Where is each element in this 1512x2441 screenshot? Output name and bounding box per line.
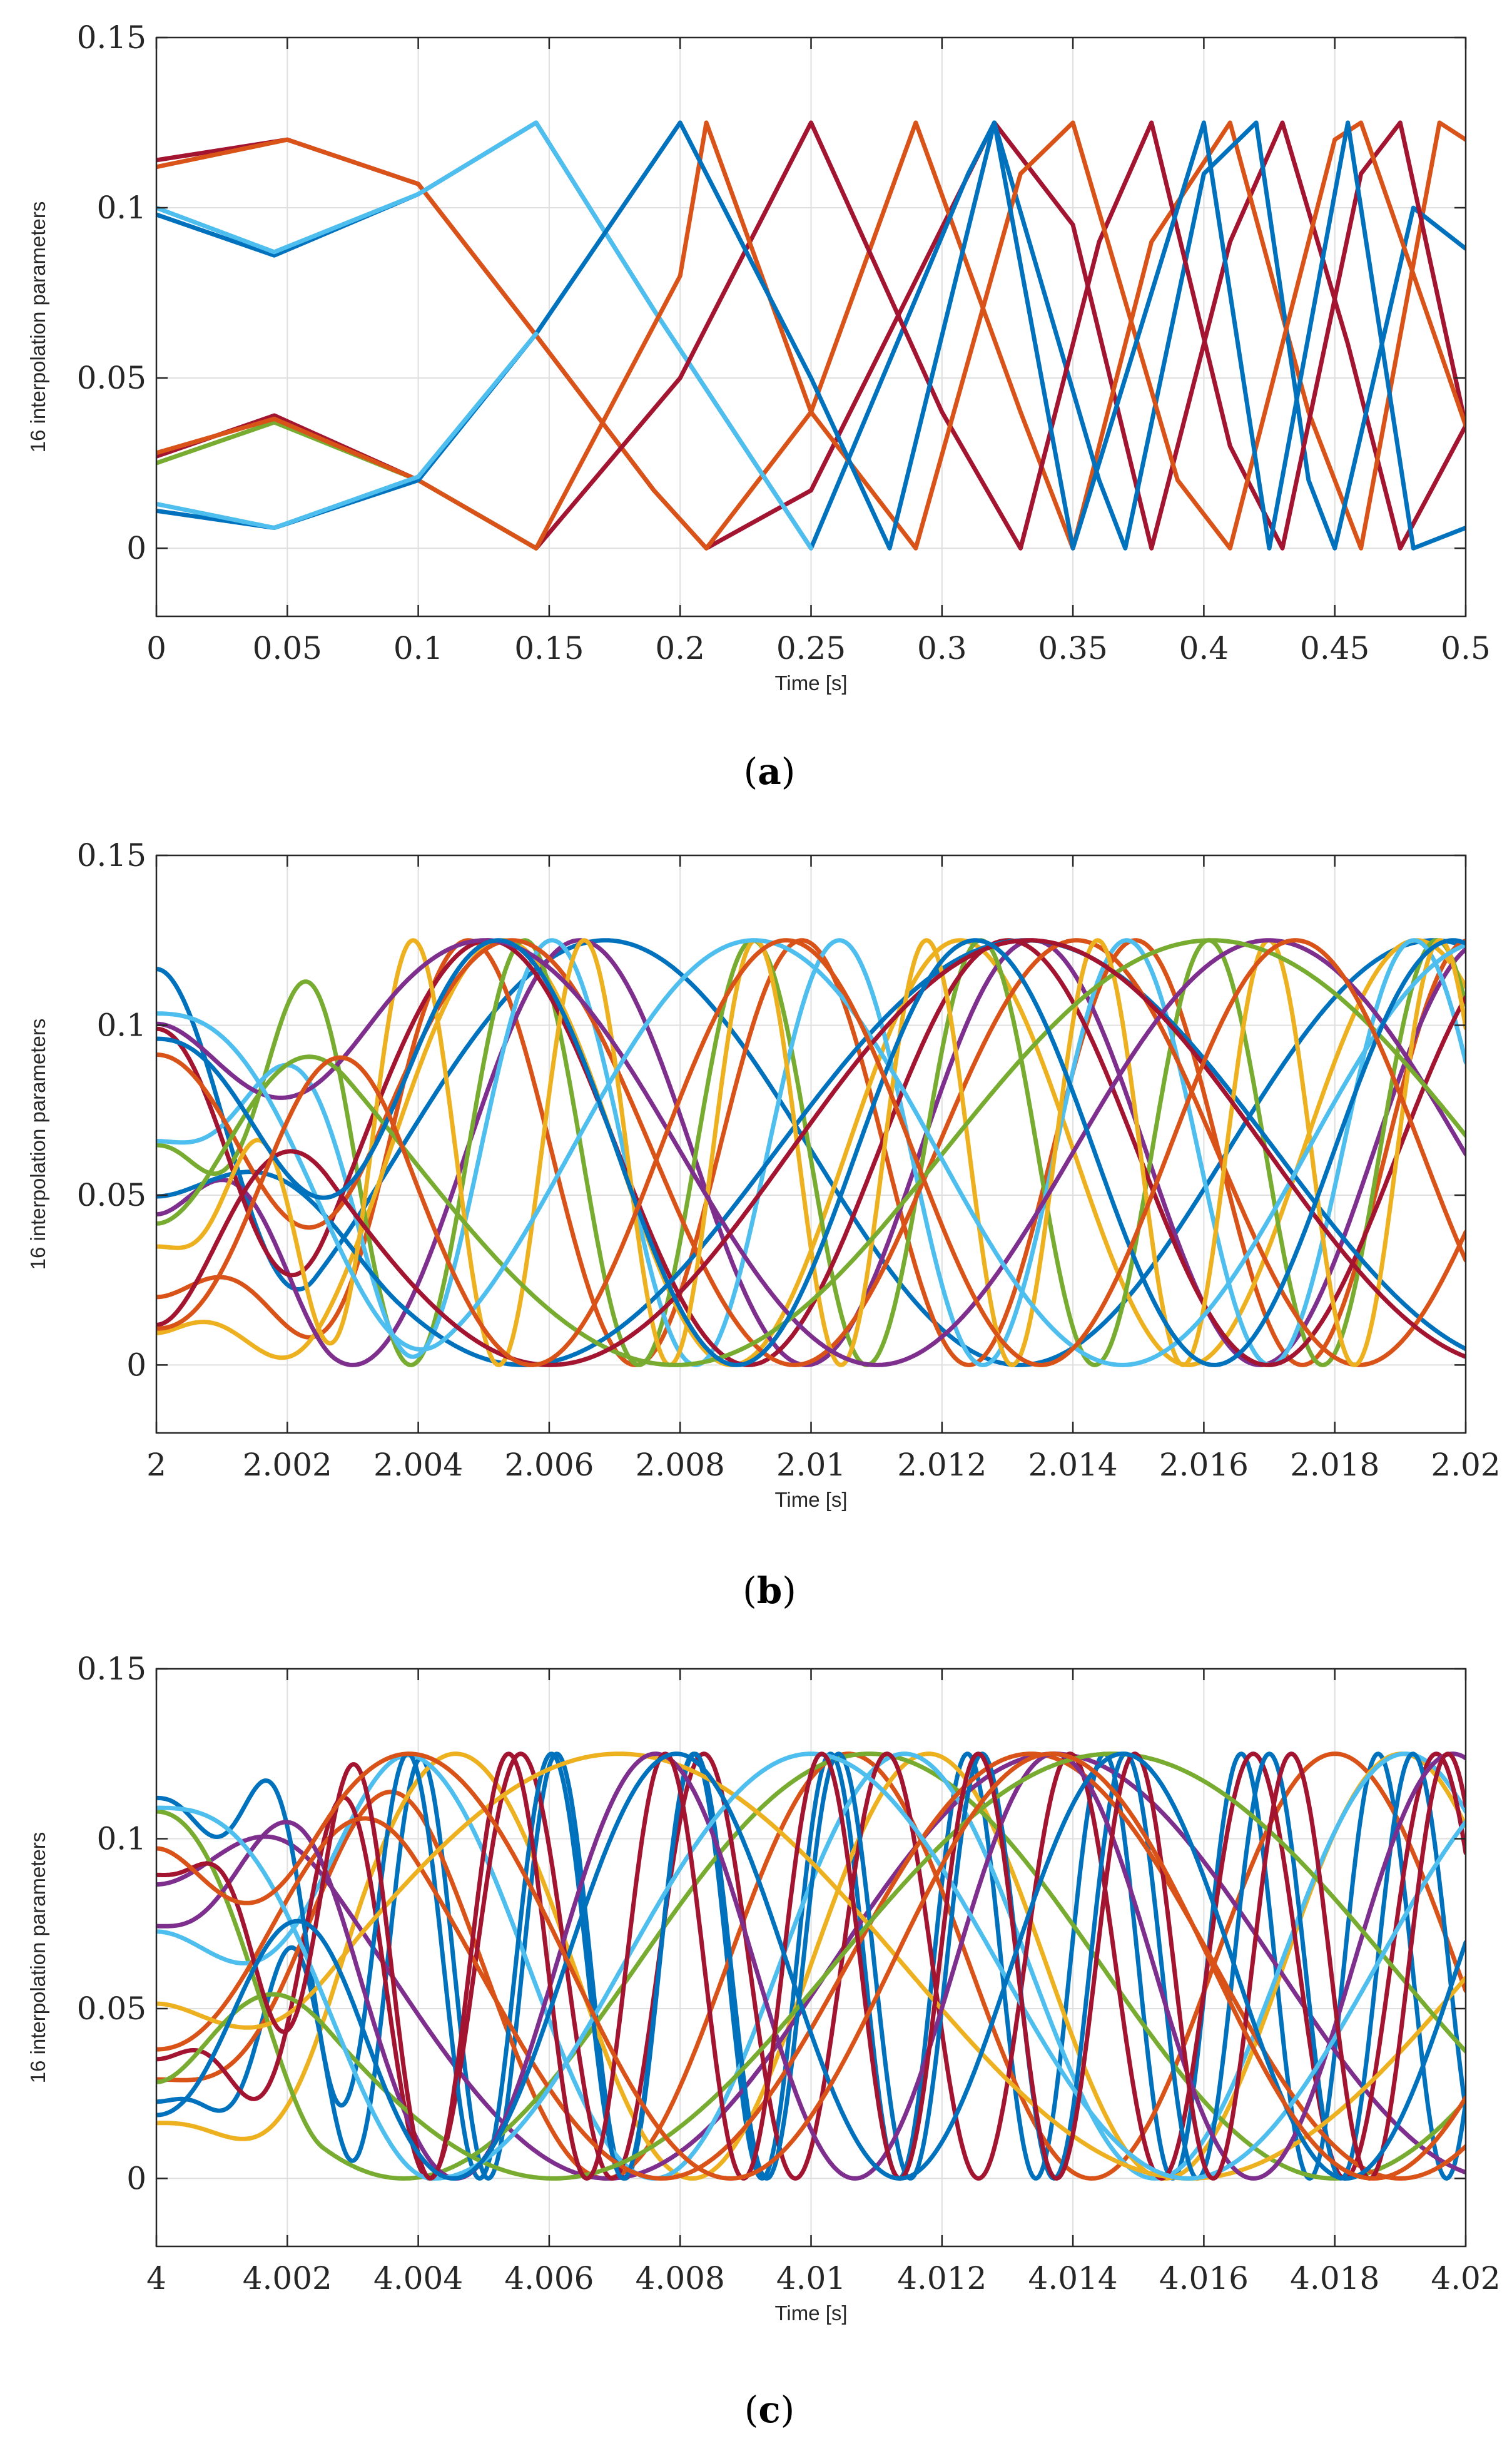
- series-line: [156, 1751, 1466, 2181]
- x-tick-label: 4.02: [1431, 2260, 1500, 2296]
- caption-c: (c): [744, 2388, 795, 2431]
- y-axis-label: 16 interpolation parameters: [26, 201, 49, 453]
- caption-c-letter: c: [758, 2388, 780, 2431]
- series-line: [156, 1751, 1466, 2181]
- series-line: [156, 120, 1466, 551]
- y-tick-label: 0.1: [96, 190, 146, 226]
- y-tick-label: 0.05: [77, 360, 146, 396]
- x-tick-label: 0.1: [393, 630, 444, 666]
- series-line: [156, 1751, 1466, 2181]
- y-tick-label: 0: [126, 530, 146, 566]
- series-group: [156, 1751, 1466, 2181]
- x-tick-label: 4.018: [1290, 2260, 1379, 2296]
- y-tick-label: 0: [126, 1347, 146, 1383]
- x-tick-label: 0.45: [1300, 630, 1369, 666]
- series-line: [156, 938, 1466, 1367]
- x-tick-label: 4.006: [504, 2260, 594, 2296]
- x-tick-label: 2.018: [1290, 1447, 1379, 1483]
- x-tick-label: 4.008: [636, 2260, 725, 2296]
- caption-a-letter: a: [758, 750, 781, 793]
- series-line: [156, 1751, 1466, 2181]
- y-tick-label: 0.05: [77, 1990, 146, 2027]
- x-tick-label: 0: [146, 630, 166, 666]
- series-line: [156, 938, 1466, 1367]
- series-line: [156, 1751, 1466, 2181]
- caption-a: (a): [744, 750, 796, 793]
- series-line: [156, 938, 1466, 1367]
- panel-a: 0 0.05 0.1 0.15 0.2 0.25 0.3 0.35 0.4 0.45 0.5 0 0.0…: [26, 19, 1491, 695]
- x-tick-label: 0.25: [776, 630, 846, 666]
- x-tick-label: 2.014: [1028, 1447, 1118, 1483]
- series-line: [156, 120, 1466, 551]
- series-line: [156, 938, 1466, 1367]
- y-tick-label: 0.15: [77, 837, 146, 874]
- series-line: [156, 1751, 1466, 2181]
- caption-b-letter: b: [757, 1569, 783, 1612]
- y-tick-label: 0.05: [77, 1177, 146, 1213]
- x-tick-label: 2.016: [1159, 1447, 1249, 1483]
- x-tick-label: 2.012: [897, 1447, 987, 1483]
- x-tick-label: 4.01: [776, 2260, 846, 2296]
- x-tick-label: 2.006: [504, 1447, 594, 1483]
- series-line: [156, 938, 1466, 1367]
- x-tick-label: 2: [146, 1447, 166, 1483]
- series-group: [156, 938, 1466, 1367]
- y-tick-label: 0.15: [77, 1651, 146, 1687]
- x-tick-label: 0.3: [917, 630, 967, 666]
- x-tick-label: 2.004: [373, 1447, 463, 1483]
- series-line: [156, 938, 1466, 1367]
- x-tick-label: 4.002: [243, 2260, 332, 2296]
- panel-b: 2 2.002 2.004 2.006 2.008 2.01 2.012 2.014 2.016…: [26, 837, 1501, 1511]
- x-tick-label: 0.05: [253, 630, 322, 666]
- x-tick-label: 0.4: [1179, 630, 1229, 666]
- x-tick-label: 0.5: [1441, 630, 1491, 666]
- panel-c: 4 4.002 4.004 4.006 4.008 4.01 4.012 4.014 4.016…: [26, 1651, 1501, 2325]
- caption-b: (b): [743, 1569, 796, 1612]
- x-tick-label: 0.2: [655, 630, 705, 666]
- series-line: [156, 1751, 1466, 2181]
- series-line: [156, 938, 1466, 1367]
- series-line: [156, 938, 1466, 1367]
- x-tick-label: 2.01: [776, 1447, 846, 1483]
- series-line: [156, 1751, 1466, 2181]
- y-tick-label: 0.1: [96, 1820, 146, 1857]
- y-tick-label: 0.1: [96, 1007, 146, 1043]
- series-line: [156, 938, 1466, 1367]
- x-tick-label: 4: [146, 2260, 166, 2296]
- x-tick-label: 4.004: [373, 2260, 463, 2296]
- series-line: [156, 331, 539, 530]
- y-tick-label: 0.15: [77, 19, 146, 56]
- series-line: [156, 1751, 1466, 2181]
- x-axis-label: Time [s]: [774, 2301, 847, 2325]
- x-tick-label: 4.016: [1159, 2260, 1249, 2296]
- x-tick-label: 0.35: [1038, 630, 1107, 666]
- x-tick-label: 2.002: [243, 1447, 332, 1483]
- x-tick-label: 2.02: [1431, 1447, 1500, 1483]
- y-axis-label: 16 interpolation parameters: [26, 1832, 49, 2084]
- x-tick-label: 4.012: [897, 2260, 987, 2296]
- x-axis-label: Time [s]: [774, 671, 847, 695]
- series-group: [156, 120, 1466, 551]
- y-tick-label: 0: [126, 2160, 146, 2196]
- x-axis-label: Time [s]: [774, 1488, 847, 1511]
- series-line: [156, 938, 1466, 1367]
- series-line: [156, 120, 813, 551]
- y-axis-label: 16 interpolation parameters: [26, 1019, 49, 1270]
- x-tick-label: 4.014: [1028, 2260, 1118, 2296]
- x-tick-label: 2.008: [636, 1447, 725, 1483]
- series-line: [156, 938, 1466, 1367]
- series-line: [156, 1751, 1466, 2181]
- x-tick-label: 0.15: [514, 630, 584, 666]
